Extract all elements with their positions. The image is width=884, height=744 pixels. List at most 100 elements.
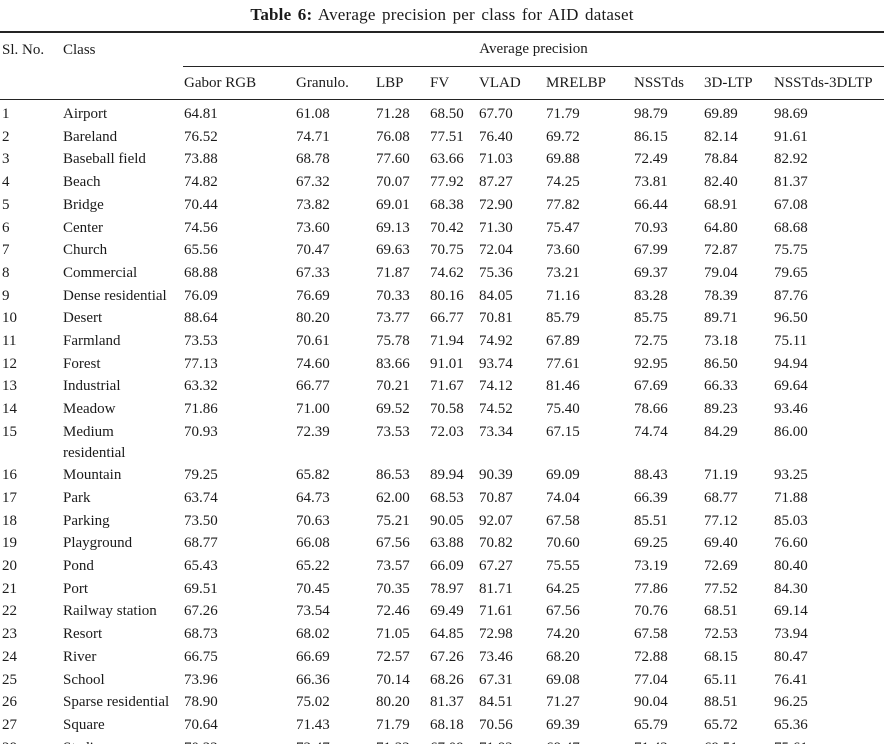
precision-value-cell: 76.52 <box>184 128 218 145</box>
precision-value-cell: 96.25 <box>774 694 808 711</box>
table-row: 14 Meadow 71.86 71.00 69.52 70.58 74.52 75.40 78… <box>0 398 884 421</box>
precision-value-cell: 84.05 <box>479 287 513 304</box>
precision-value-cell: 72.88 <box>634 648 668 665</box>
precision-value-cell: 66.75 <box>184 648 218 665</box>
precision-value-cell: 68.77 <box>704 489 738 506</box>
precision-value-cell: 69.49 <box>430 603 464 620</box>
precision-value-cell: 80.47 <box>774 648 808 665</box>
precision-value-cell: 86.53 <box>376 467 410 484</box>
precision-value-cell: 72.75 <box>634 333 668 350</box>
precision-value-cell: 69.88 <box>546 151 580 168</box>
precision-value-cell: 73.46 <box>479 648 513 665</box>
class-name-cell: Sparse residential <box>63 694 170 711</box>
precision-value-cell: 71.88 <box>774 489 808 506</box>
precision-value-cell: 68.18 <box>430 716 464 733</box>
row-number-cell: 14 <box>2 401 17 418</box>
class-name-cell: Bridge <box>63 196 104 213</box>
precision-value-cell: 70.63 <box>296 512 330 529</box>
table-row: 9 Dense residential 76.09 76.69 70.33 80.16 84… <box>0 285 884 308</box>
precision-value-cell: 76.69 <box>296 287 330 304</box>
precision-value-cell: 88.64 <box>184 310 218 327</box>
precision-value-cell: 70.81 <box>479 310 513 327</box>
precision-value-cell: 65.56 <box>184 242 218 259</box>
precision-value-cell: 73.57 <box>376 558 410 575</box>
class-name-cell: Port <box>63 580 89 597</box>
precision-value-cell: 73.18 <box>704 333 738 350</box>
precision-value-cell: 70.87 <box>479 489 513 506</box>
table-row: 21 Port 69.51 70.45 70.35 78.97 81.71 64.25 77.8… <box>0 578 884 601</box>
precision-value-cell: 65.72 <box>704 716 738 733</box>
table-row: 1 Airport 64.81 61.08 71.28 68.50 67.70 71.79 98… <box>0 100 884 126</box>
precision-value-cell: 67.26 <box>184 603 218 620</box>
class-name-cell: Baseball field <box>63 151 146 168</box>
precision-value-cell: 69.09 <box>546 467 580 484</box>
precision-value-cell: 77.04 <box>634 671 668 688</box>
precision-value-cell: 67.69 <box>634 378 668 395</box>
precision-value-cell: 63.32 <box>184 378 218 395</box>
precision-value-cell: 69.25 <box>634 535 668 552</box>
precision-value-cell: 67.56 <box>376 535 410 552</box>
row-number-cell: 12 <box>2 355 17 372</box>
precision-value-cell: 86.50 <box>704 355 738 372</box>
precision-value-cell: 66.09 <box>430 558 464 575</box>
precision-value-cell: 74.56 <box>184 219 218 236</box>
precision-value-cell: 73.53 <box>184 333 218 350</box>
precision-value-cell: 74.74 <box>634 423 668 440</box>
average-precision-table: Sl. No. Class Average precision Gabor RG… <box>0 31 884 744</box>
precision-value-cell: 70.58 <box>430 401 464 418</box>
table-row: 19 Playground 68.77 66.08 67.56 63.88 70.82 70.… <box>0 532 884 555</box>
precision-value-cell: 66.44 <box>634 196 668 213</box>
table-row: 6 Center 74.56 73.60 69.13 70.42 71.30 75.47 70.… <box>0 217 884 240</box>
class-name-cell: River <box>63 648 97 665</box>
method-column-header: NSSTds <box>633 66 703 100</box>
table-row: 11 Farmland 73.53 70.61 75.78 71.94 74.92 67.89… <box>0 330 884 353</box>
row-number-cell: 10 <box>2 310 17 327</box>
precision-value-cell: 68.20 <box>546 648 580 665</box>
precision-value-cell: 70.42 <box>430 219 464 236</box>
table-row: 7 Church 65.56 70.47 69.63 70.75 72.04 73.60 67.… <box>0 239 884 262</box>
table-row: 2 Bareland 76.52 74.71 76.08 77.51 76.40 69.72 8… <box>0 126 884 149</box>
table-row: 16 Mountain 79.25 65.82 86.53 89.94 90.39 69.09… <box>0 464 884 487</box>
table-row: 8 Commercial 68.88 67.33 71.87 74.62 75.36 73.2… <box>0 262 884 285</box>
precision-value-cell: 66.69 <box>296 648 330 665</box>
row-number-cell: 3 <box>2 151 10 168</box>
precision-value-cell: 92.95 <box>634 355 668 372</box>
precision-value-cell: 86.15 <box>634 128 668 145</box>
precision-value-cell: 85.51 <box>634 512 668 529</box>
precision-value-cell: 72.46 <box>376 603 410 620</box>
precision-value-cell: 80.20 <box>296 310 330 327</box>
precision-value-cell: 71.86 <box>184 401 218 418</box>
method-column-header: LBP <box>375 66 429 100</box>
table-row: 22 Railway station 67.26 73.54 72.46 69.49 71.… <box>0 600 884 623</box>
precision-value-cell: 77.82 <box>546 196 580 213</box>
row-number-cell: 4 <box>2 174 10 191</box>
precision-value-cell: 98.79 <box>634 106 668 122</box>
table-row: 3 Baseball field 73.88 68.78 77.60 63.66 71.03… <box>0 148 884 171</box>
precision-value-cell: 65.36 <box>774 716 808 733</box>
precision-value-cell: 72.49 <box>634 151 668 168</box>
class-name-cell: Center <box>63 219 103 236</box>
precision-value-cell: 75.36 <box>479 264 513 281</box>
precision-value-cell: 61.08 <box>296 106 330 122</box>
precision-value-cell: 71.05 <box>376 626 410 643</box>
precision-value-cell: 82.92 <box>774 151 808 168</box>
precision-value-cell: 87.76 <box>774 287 808 304</box>
precision-value-cell: 89.23 <box>704 401 738 418</box>
precision-value-cell: 74.62 <box>430 264 464 281</box>
precision-value-cell: 90.05 <box>430 512 464 529</box>
precision-value-cell: 96.50 <box>774 310 808 327</box>
precision-value-cell: 62.00 <box>376 489 410 506</box>
precision-value-cell: 71.28 <box>376 106 410 122</box>
precision-value-cell: 73.34 <box>479 423 513 440</box>
precision-value-cell: 77.60 <box>376 151 410 168</box>
precision-value-cell: 67.58 <box>546 512 580 529</box>
row-number-cell: 27 <box>2 716 17 733</box>
precision-value-cell: 66.08 <box>296 535 330 552</box>
precision-value-cell: 77.51 <box>430 128 464 145</box>
precision-value-cell: 73.81 <box>634 174 668 191</box>
table-row: 20 Pond 65.43 65.22 73.57 66.09 67.27 75.55 73.1… <box>0 555 884 578</box>
precision-value-cell: 98.69 <box>774 106 808 122</box>
precision-value-cell: 68.38 <box>430 196 464 213</box>
precision-value-cell: 68.88 <box>184 264 218 281</box>
